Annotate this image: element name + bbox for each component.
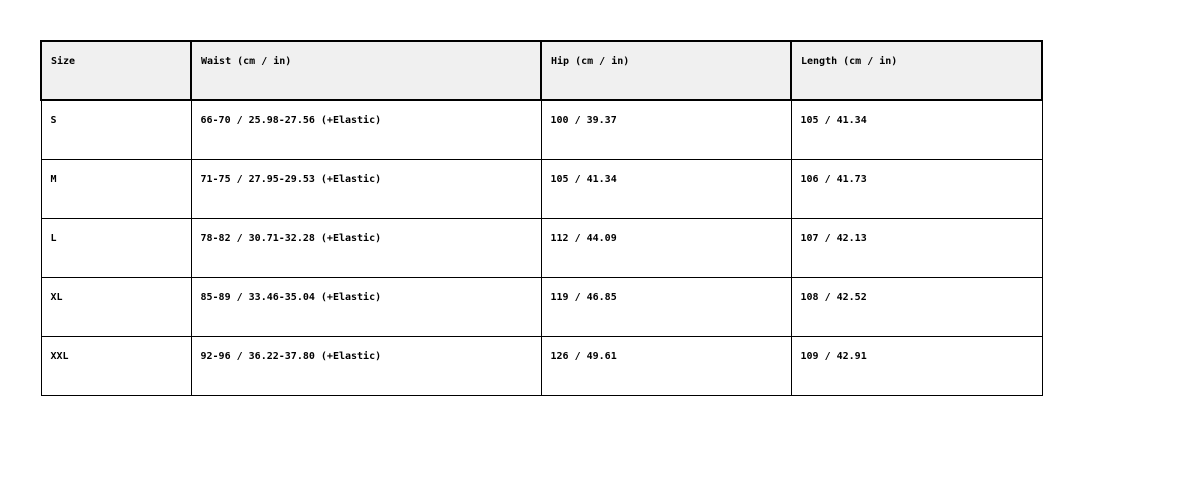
table-row: S 66-70 / 25.98-27.56 (+Elastic) 100 / 39.… [40, 99, 1043, 160]
table-cell: 126 / 49.61 [540, 335, 792, 396]
table-cell: 112 / 44.09 [540, 217, 792, 278]
header-cell: Size [40, 40, 192, 101]
table-cell: S [40, 99, 192, 160]
header-cell: Hip (cm / in) [540, 40, 792, 101]
table-cell: 109 / 42.91 [790, 335, 1043, 396]
table-cell: XL [40, 276, 192, 337]
table-cell: 107 / 42.13 [790, 217, 1043, 278]
table-body: S 66-70 / 25.98-27.56 (+Elastic) 100 / 39.… [40, 99, 1043, 396]
table-cell: 78-82 / 30.71-32.28 (+Elastic) [190, 217, 542, 278]
table-cell: 85-89 / 33.46-35.04 (+Elastic) [190, 276, 542, 337]
table-cell: 71-75 / 27.95-29.53 (+Elastic) [190, 158, 542, 219]
table-cell: 66-70 / 25.98-27.56 (+Elastic) [190, 99, 542, 160]
header-row: Size Waist (cm / in) Hip (cm / in) Length (… [40, 40, 1043, 101]
table-cell: L [40, 217, 192, 278]
table-cell: 105 / 41.34 [790, 99, 1043, 160]
table-row: L 78-82 / 30.71-32.28 (+Elastic) 112 / 44.… [40, 217, 1043, 278]
table-cell: 105 / 41.34 [540, 158, 792, 219]
size-table: Size Waist (cm / in) Hip (cm / in) Length (… [40, 40, 1043, 396]
table-cell: XXL [40, 335, 192, 396]
header-cell: Length (cm / in) [790, 40, 1043, 101]
table-cell: 119 / 46.85 [540, 276, 792, 337]
table-row: XL 85-89 / 33.46-35.04 (+Elastic) 119 / 46… [40, 276, 1043, 337]
table-cell: 100 / 39.37 [540, 99, 792, 160]
table-row: M 71-75 / 27.95-29.53 (+Elastic) 105 / 41.… [40, 158, 1043, 219]
table-cell: 106 / 41.73 [790, 158, 1043, 219]
table-cell: 108 / 42.52 [790, 276, 1043, 337]
table-row: XXL 92-96 / 36.22-37.80 (+Elastic) 126 / 4… [40, 335, 1043, 396]
header-cell: Waist (cm / in) [190, 40, 542, 101]
table-cell: M [40, 158, 192, 219]
table-cell: 92-96 / 36.22-37.80 (+Elastic) [190, 335, 542, 396]
